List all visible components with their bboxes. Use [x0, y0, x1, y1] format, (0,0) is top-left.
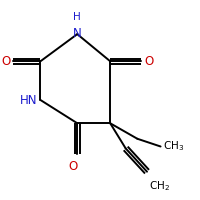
- Text: CH$_3$: CH$_3$: [163, 140, 185, 153]
- Text: O: O: [69, 160, 78, 173]
- Text: CH$_2$: CH$_2$: [149, 179, 170, 193]
- Text: O: O: [1, 55, 10, 68]
- Text: H: H: [73, 12, 81, 22]
- Text: HN: HN: [20, 94, 38, 106]
- Text: N: N: [73, 27, 82, 40]
- Text: O: O: [144, 55, 153, 68]
